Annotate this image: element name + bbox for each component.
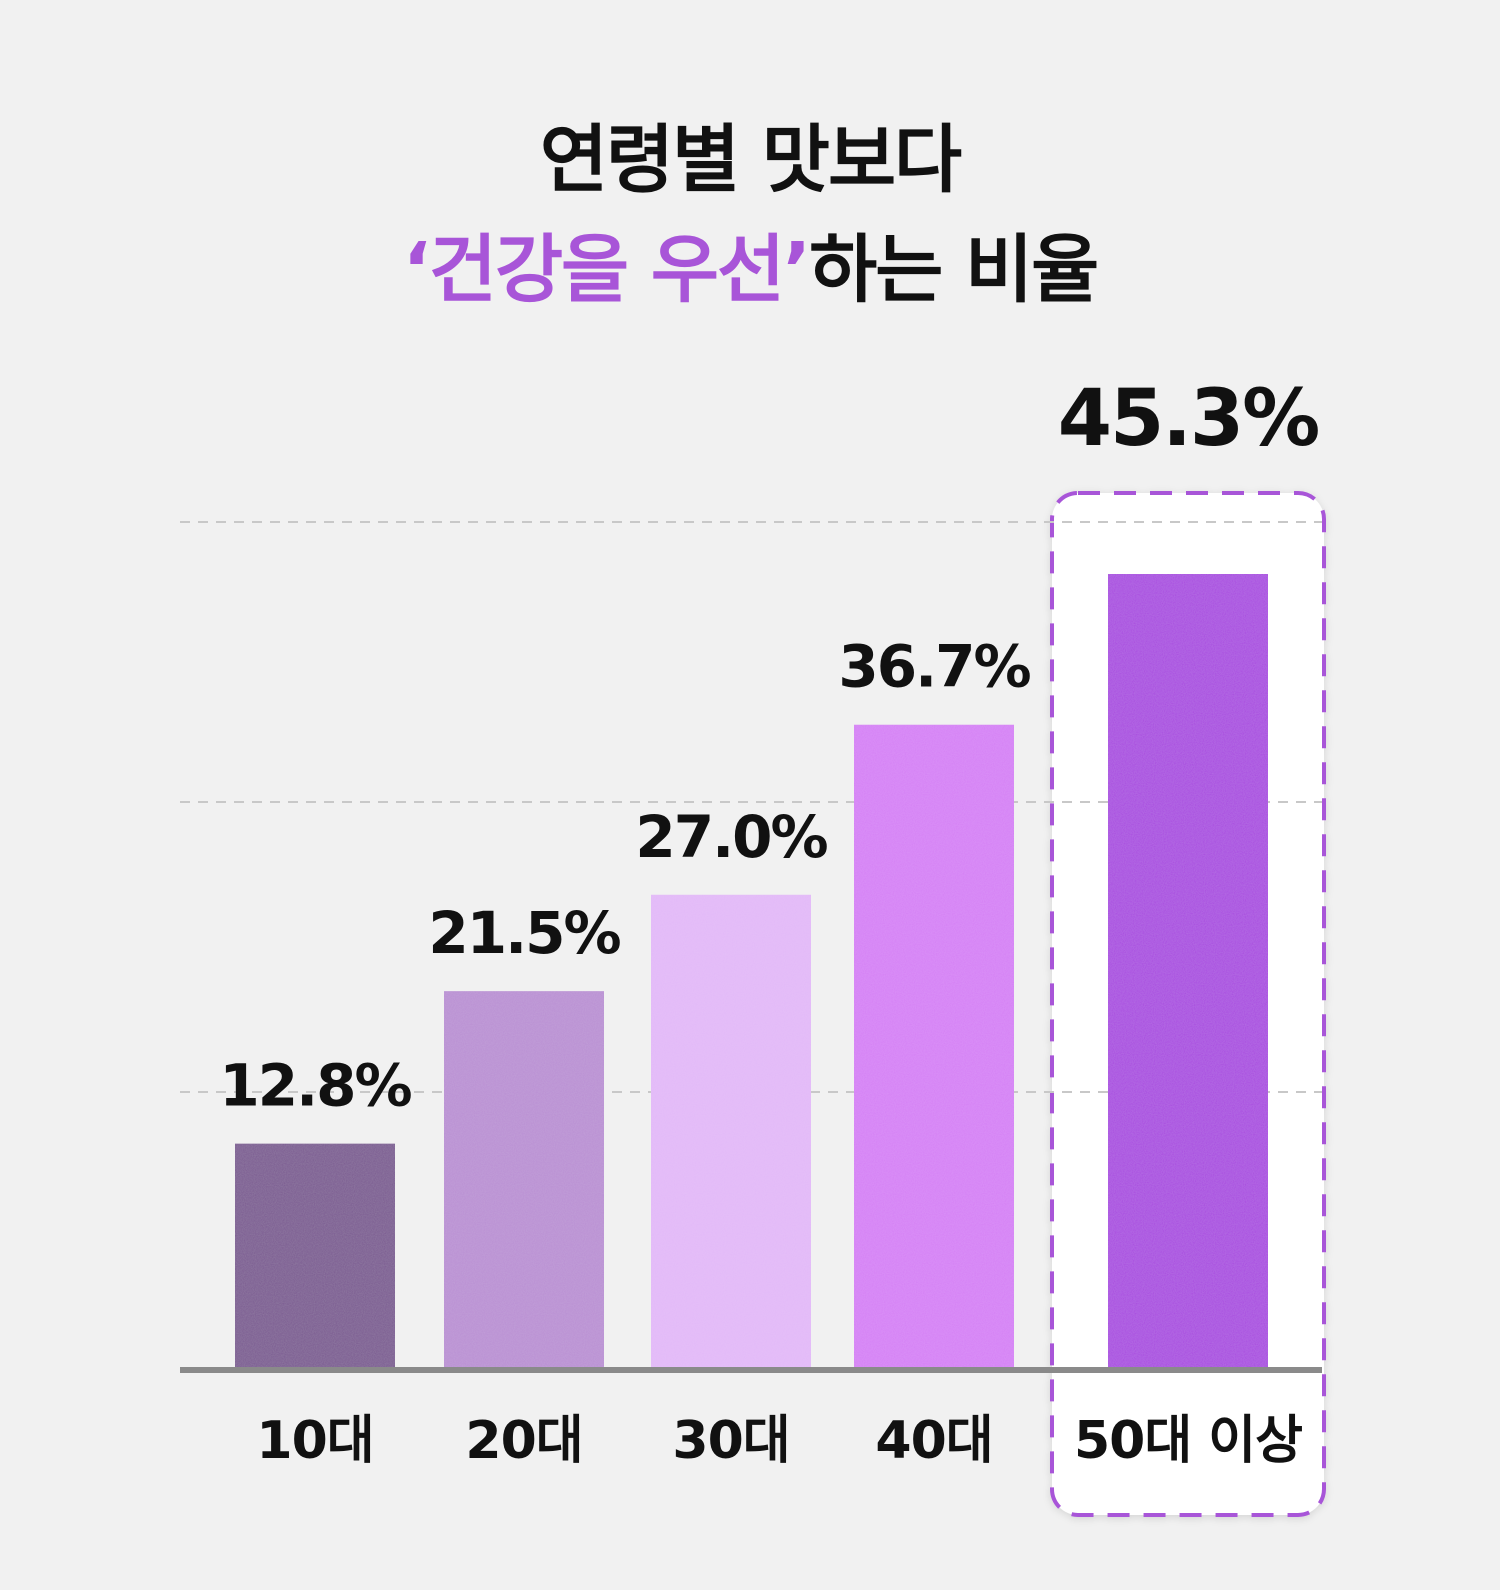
- value-label-5: 45.3%: [1058, 374, 1319, 464]
- category-label-4: 40대: [875, 1411, 992, 1471]
- bar-5: [1108, 574, 1268, 1368]
- chart-title-line-2: ‘건강을 우선’하는 비율: [0, 210, 1500, 317]
- value-label-4: 36.7%: [838, 633, 1030, 701]
- bar-4: [854, 724, 1014, 1368]
- chart-title-rest: 하는 비율: [809, 227, 1099, 313]
- bar-1: [235, 1143, 395, 1368]
- bar-2: [444, 991, 604, 1368]
- category-label-1: 10대: [256, 1411, 373, 1471]
- value-label-1: 12.8%: [219, 1052, 411, 1120]
- category-label-5: 50대 이상: [1074, 1411, 1302, 1471]
- chart-title-highlight: ‘건강을 우선’: [402, 227, 811, 313]
- value-label-2: 21.5%: [428, 899, 620, 967]
- value-label-3: 27.0%: [635, 803, 827, 871]
- chart-title-line-1: 연령별 맛보다: [539, 117, 962, 203]
- category-label-2: 20대: [465, 1411, 582, 1471]
- category-label-3: 30대: [672, 1411, 789, 1471]
- bar-3: [651, 894, 811, 1368]
